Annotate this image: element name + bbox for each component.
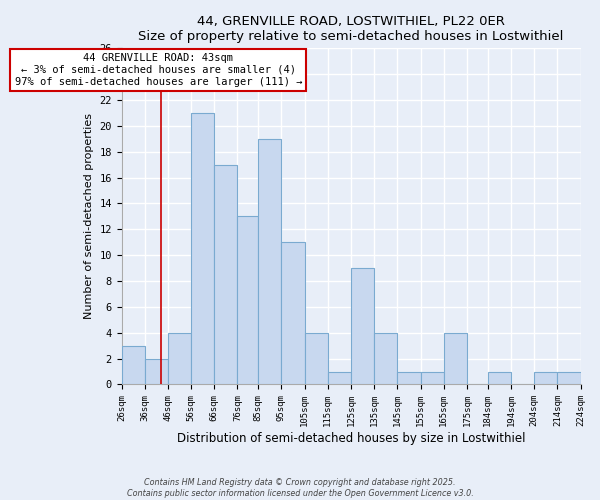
Bar — [421, 372, 444, 384]
Bar — [557, 372, 581, 384]
Bar — [145, 358, 168, 384]
Text: 44 GRENVILLE ROAD: 43sqm
← 3% of semi-detached houses are smaller (4)
97% of sem: 44 GRENVILLE ROAD: 43sqm ← 3% of semi-de… — [14, 54, 302, 86]
Bar — [328, 372, 351, 384]
X-axis label: Distribution of semi-detached houses by size in Lostwithiel: Distribution of semi-detached houses by … — [177, 432, 525, 445]
Y-axis label: Number of semi-detached properties: Number of semi-detached properties — [84, 114, 94, 320]
Text: Contains HM Land Registry data © Crown copyright and database right 2025.
Contai: Contains HM Land Registry data © Crown c… — [127, 478, 473, 498]
Bar — [259, 139, 281, 384]
Bar — [351, 268, 374, 384]
Bar — [305, 333, 328, 384]
Title: 44, GRENVILLE ROAD, LOSTWITHIEL, PL22 0ER
Size of property relative to semi-deta: 44, GRENVILLE ROAD, LOSTWITHIEL, PL22 0E… — [139, 15, 564, 43]
Bar — [374, 333, 397, 384]
Bar — [238, 216, 259, 384]
Bar — [534, 372, 557, 384]
Bar — [122, 346, 145, 385]
Bar — [488, 372, 511, 384]
Bar — [168, 333, 191, 384]
Bar — [397, 372, 421, 384]
Bar — [281, 242, 305, 384]
Bar — [214, 164, 238, 384]
Bar — [191, 113, 214, 384]
Bar — [444, 333, 467, 384]
